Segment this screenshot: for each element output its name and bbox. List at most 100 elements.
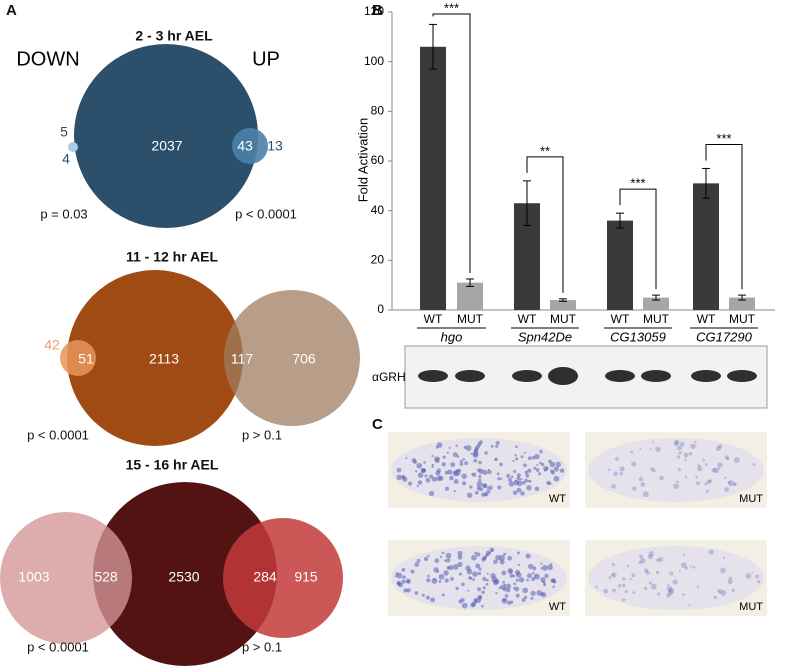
stain-dot (508, 480, 515, 487)
stain-dot (417, 472, 424, 478)
stain-dot (448, 565, 454, 571)
stain-dot (477, 587, 482, 592)
venn-title: 2 - 3 hr AEL (135, 28, 213, 44)
stain-dot (694, 440, 697, 444)
stain-dot (757, 580, 761, 584)
image-label: MUT (739, 493, 763, 505)
stain-dot (745, 573, 752, 579)
stain-dot (495, 591, 498, 595)
stain-dot (548, 481, 552, 485)
stain-dot (475, 563, 481, 569)
stain-dot (458, 572, 462, 576)
stain-dot (394, 575, 397, 578)
stain-dot (727, 578, 733, 585)
stain-dot (504, 594, 509, 598)
stain-dot (717, 467, 721, 470)
stain-dot (678, 451, 682, 455)
blot-band (727, 370, 757, 382)
stain-dot (603, 588, 609, 594)
error-bar (523, 180, 531, 227)
stain-dot (553, 580, 557, 584)
stain-dot (682, 553, 686, 556)
stain-dot (488, 551, 492, 554)
stain-dot (450, 462, 456, 468)
stain-dot (481, 590, 485, 595)
stain-dot (718, 444, 722, 448)
p-value: p = 0.03 (40, 206, 87, 221)
stain-dot (613, 471, 618, 477)
stain-dot (717, 462, 723, 468)
count: 1003 (18, 569, 49, 585)
circle (93, 482, 277, 666)
stain-dot (608, 576, 612, 580)
bar (550, 300, 576, 310)
count: 4 (62, 151, 70, 167)
stain-dot (514, 479, 517, 483)
stain-dot (516, 551, 520, 555)
count: 43 (237, 138, 253, 154)
significance-bracket (526, 156, 564, 293)
stain-dot (478, 478, 482, 482)
circle (68, 142, 78, 152)
stain-dot (525, 553, 531, 559)
venn-2: 11 - 12 hr AEL 42 51 2113 117 706 p < 0.… (27, 249, 360, 446)
stain-dot (551, 470, 555, 475)
stain-dot (697, 464, 701, 468)
count: 42 (44, 337, 60, 353)
stain-dot (495, 444, 499, 448)
stain-dot (502, 598, 506, 602)
stain-dot (453, 490, 456, 493)
stain-dot (505, 587, 511, 593)
stain-dot (473, 598, 477, 602)
x-tick-label: MUT (729, 312, 756, 326)
stain-dot (540, 591, 547, 598)
stain-dot (684, 458, 687, 462)
stain-dot (619, 471, 624, 476)
stain-dot (667, 589, 674, 596)
stain-dot (459, 459, 463, 463)
stain-dot (532, 566, 537, 571)
stain-dot (461, 473, 467, 479)
stain-dot (481, 492, 486, 497)
stain-dot (752, 463, 756, 467)
stain-dot (515, 445, 518, 449)
stain-dot (509, 569, 513, 574)
stain-dot (461, 481, 467, 486)
stain-dot (534, 574, 537, 577)
stain-dot (724, 476, 727, 480)
stain-dot (438, 580, 442, 583)
stain-dot (441, 551, 445, 555)
stain-dot (659, 475, 664, 481)
significance-label: ** (540, 143, 550, 158)
stain-dot (481, 604, 484, 608)
stain-dot (403, 588, 408, 593)
stain-dot (720, 589, 727, 596)
stain-dot (640, 558, 646, 564)
stain-dot (465, 445, 472, 451)
stain-dot (713, 595, 718, 600)
stain-dot (644, 586, 648, 591)
panel-label: C (372, 416, 383, 433)
blot-band (548, 367, 578, 385)
stain-dot (478, 460, 482, 465)
stain-dot (501, 570, 507, 576)
stain-dot (496, 472, 500, 476)
stain-dot (639, 447, 642, 451)
stain-dot (416, 558, 421, 563)
p-value: p > 0.1 (242, 639, 282, 654)
stain-dot (705, 489, 709, 493)
stain-dot (509, 573, 514, 578)
count: 51 (78, 351, 94, 367)
stain-dot (485, 493, 489, 497)
stain-dot (611, 563, 615, 567)
stain-dot (539, 461, 542, 465)
blot-band (641, 370, 671, 382)
stain-dot (446, 451, 449, 454)
stain-dot (420, 468, 426, 473)
p-value: p < 0.0001 (27, 427, 89, 442)
significance-label: *** (444, 0, 459, 15)
stain-dot (717, 589, 720, 592)
stain-dot (690, 443, 696, 449)
stain-dot (476, 481, 483, 488)
stain-dot (722, 556, 726, 560)
